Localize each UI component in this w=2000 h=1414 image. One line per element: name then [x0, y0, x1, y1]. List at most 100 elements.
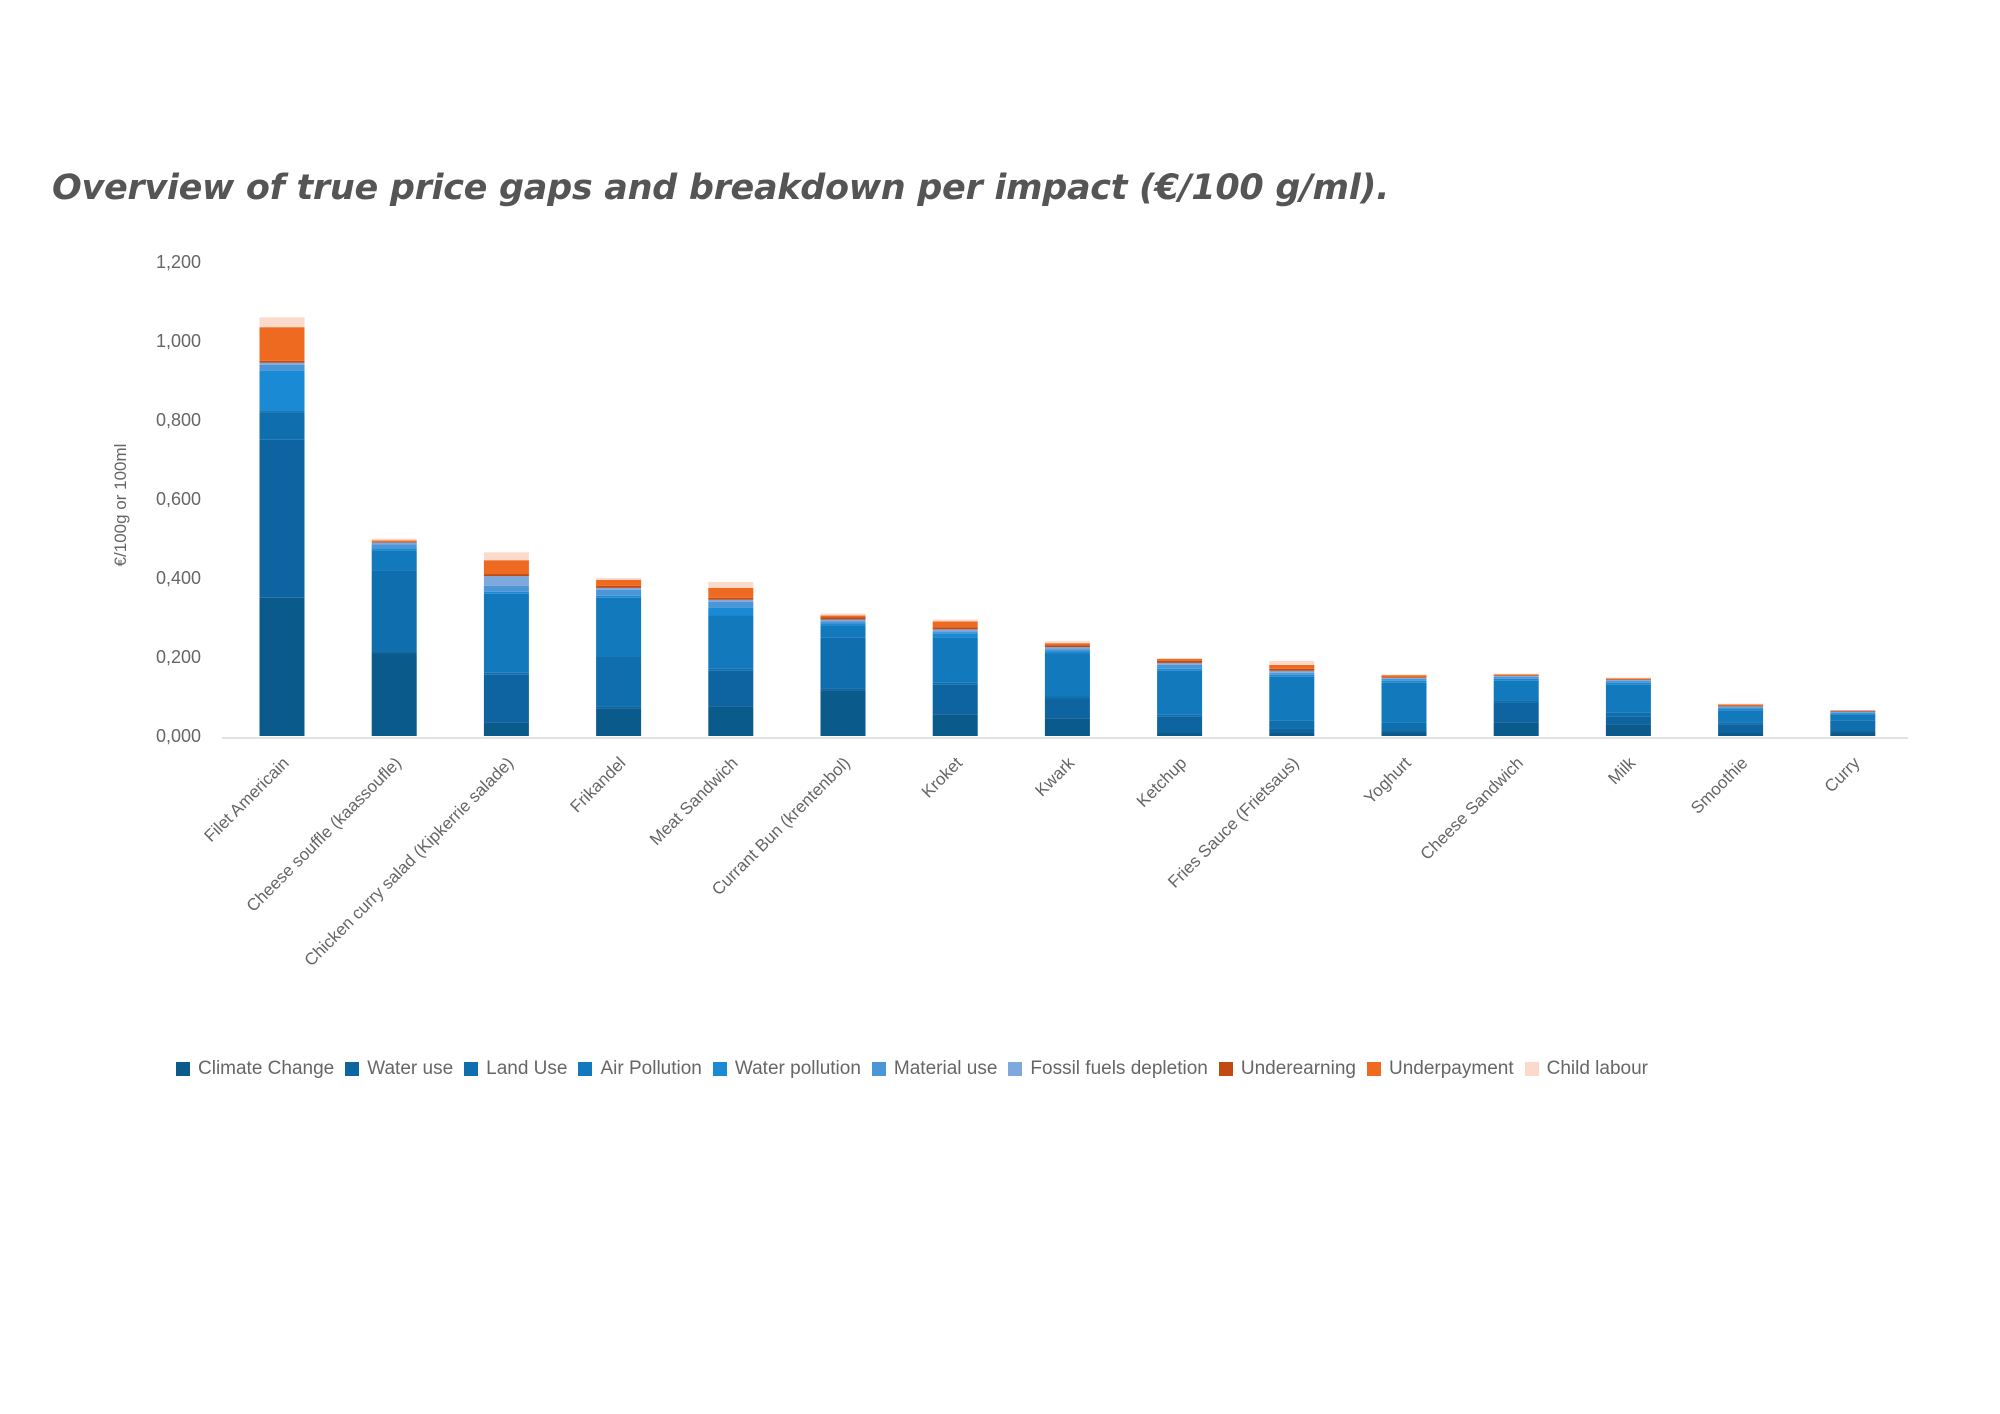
bar-segment: Milk — Air Pollution [1605, 684, 1651, 713]
bar-segment: Milk — Material use [1605, 680, 1651, 683]
bar-stacks: Filet Americain — Climate ChangeFilet Am… [259, 317, 1876, 736]
bar-segment: Chicken curry salad (Kipkerrie salade) —… [483, 576, 529, 586]
bar-segment: Fries Sauce (Frietsaus) — Material use [1269, 672, 1315, 675]
bar-segment: Milk — Water use [1605, 716, 1651, 725]
bar-segment: Kwark — Material use [1044, 649, 1090, 652]
legend-swatch [464, 1062, 479, 1076]
legend-label: Child labour [1546, 1058, 1649, 1079]
legend-label: Air Pollution [600, 1058, 702, 1079]
bar-segment: Milk — Land Use [1605, 712, 1651, 717]
bar-segment: Cheese Sandwich — Water pollution [1493, 678, 1539, 681]
bar-segment: Fries Sauce (Frietsaus) — Water use [1269, 728, 1315, 733]
x-tick-label: Milk [1604, 753, 1639, 788]
legend-swatch [345, 1062, 360, 1076]
bar-segment: Kroket — Climate Change [932, 714, 978, 736]
bar-segment: Frikandel — Water pollution [596, 595, 642, 598]
bar-segment: Fries Sauce (Frietsaus) — Land Use [1269, 720, 1315, 729]
bar-segment: Meat Sandwich — Water pollution [708, 607, 754, 616]
bar-segment: Chicken curry salad (Kipkerrie salade) —… [483, 672, 529, 675]
y-tick-label: 1,000 [156, 331, 201, 351]
bar-segment: Cheese Sandwich — Land Use [1493, 700, 1539, 703]
legend-item: Water use [345, 1058, 453, 1080]
bar-segment: Fries Sauce (Frietsaus) — Underearning [1269, 668, 1315, 671]
legend-label: Climate Change [198, 1058, 335, 1079]
bar-segment: Ketchup — Water pollution [1157, 668, 1203, 671]
bar-segment: Cheese Sandwich — Climate Change [1493, 722, 1539, 736]
bar-segment: Meat Sandwich — Land Use [708, 668, 754, 671]
bar-segment: Kroket — Underearning [932, 627, 978, 630]
bar-segment: Currant Bun (krentenbol) — Water polluti… [820, 623, 866, 626]
x-tick-label: Frikandel [567, 753, 630, 816]
bar-segment: Milk — Climate Change [1605, 724, 1651, 736]
y-tick-label: 0,200 [156, 647, 201, 667]
bar-segment: Ketchup — Underearning [1157, 660, 1203, 663]
legend-swatch [712, 1062, 727, 1076]
bar-segment: Cheese souffle (kaassoufle) — Material u… [371, 544, 417, 549]
bar-segment: Milk — Fossil fuels depletion [1605, 679, 1651, 681]
y-axis-ticks: 0,000 0,200 0,400 0,600 0,800 1,000 1,200 [156, 252, 201, 746]
x-tick-label: Chicken curry salad (Kipkerrie salade) [301, 753, 518, 970]
y-tick-label: 0,400 [156, 568, 201, 588]
bar-segment: Kwark — Child labour [1044, 641, 1090, 644]
bar-segment: Curry — Underearning [1830, 710, 1876, 712]
bar-segment: Kroket — Water use [932, 684, 978, 715]
bar-segment: Currant Bun (krentenbol) — Climate Chang… [820, 690, 866, 736]
bar-segment: Frikandel — Water use [596, 706, 642, 709]
legend-label: Material use [893, 1058, 998, 1079]
legend-label: Underpayment [1388, 1058, 1514, 1079]
bar-segment: Chicken curry salad (Kipkerrie salade) —… [483, 593, 529, 673]
bar-segment: Frikandel — Land Use [596, 657, 642, 707]
x-tick-label: Fries Sauce (Frietsaus) [1164, 753, 1302, 891]
bar-segment: Milk — Child labour [1605, 677, 1651, 679]
legend-swatch [176, 1062, 190, 1076]
bar-segment: Cheese Sandwich — Fossil fuels depletion [1493, 675, 1539, 677]
bar-segment: Cheese souffle (kaassoufle) — Fossil fue… [371, 542, 417, 545]
bar-segment: Kroket — Child labour [932, 619, 978, 622]
x-tick-label: Kroket [918, 753, 966, 801]
bar-segment: Filet Americain — Land Use [259, 412, 305, 440]
bar-segment: Yoghurt — Climate Change [1381, 732, 1427, 736]
bar-segment: Fries Sauce (Frietsaus) — Air Pollution [1269, 676, 1315, 721]
bar-segment: Cheese souffle (kaassoufle) — Climate Ch… [371, 653, 417, 736]
bar-segment: Curry — Water pollution [1830, 713, 1876, 715]
legend-item: Underpayment [1366, 1058, 1514, 1080]
bar-segment: Curry — Material use [1830, 712, 1876, 714]
bar-segment: Smoothie — Climate Change [1718, 732, 1764, 736]
bar-segment: Filet Americain — Water pollution [259, 370, 305, 411]
bar-segment: Kroket — Underpayment [932, 621, 978, 628]
legend-swatch [578, 1062, 593, 1076]
x-tick-label: Filet Americain [201, 753, 293, 845]
bar-segment: Yoghurt — Material use [1381, 678, 1427, 681]
legend-item: Material use [871, 1058, 998, 1080]
bar-segment: Ketchup — Fossil fuels depletion [1157, 662, 1203, 665]
bar-segment: Smoothie — Land Use [1718, 722, 1764, 725]
bar-segment: Frikandel — Child labour [596, 578, 642, 580]
bar-segment: Currant Bun (krentenbol) — Land Use [820, 637, 866, 689]
bar-segment: Yoghurt — Land Use [1381, 722, 1427, 731]
legend-swatch [1366, 1062, 1381, 1076]
bar-segment: Currant Bun (krentenbol) — Underearning [820, 617, 866, 620]
x-tick-label: Kwark [1031, 753, 1078, 800]
bar-segment: Filet Americain — Underearning [259, 360, 305, 363]
bar-segment: Ketchup — Child labour [1157, 658, 1203, 659]
bar-segment: Curry — Underpayment [1830, 710, 1876, 711]
x-tick-label: Cheese Sandwich [1417, 753, 1527, 863]
bar-segment: Cheese Sandwich — Underpayment [1493, 674, 1539, 676]
bar-segment: Kroket — Land Use [932, 682, 978, 685]
bar-segment: Yoghurt — Underearning [1381, 677, 1427, 678]
legend-swatch [1008, 1062, 1023, 1076]
bar-segment: Kroket — Air Pollution [932, 637, 978, 683]
bar-segment: Chicken curry salad (Kipkerrie salade) —… [483, 591, 529, 594]
bar-segment: Fries Sauce (Frietsaus) — Climate Change [1269, 732, 1315, 736]
bar-segment: Curry — Fossil fuels depletion [1830, 711, 1876, 713]
bar-segment: Cheese souffle (kaassoufle) — Land Use [371, 570, 417, 652]
bar-segment: Cheese souffle (kaassoufle) — Underpayme… [371, 540, 417, 542]
legend-item: Underearning [1218, 1058, 1356, 1080]
bar-segment: Frikandel — Climate Change [596, 708, 642, 736]
bar-segment: Yoghurt — Fossil fuels depletion [1381, 677, 1427, 679]
bar-segment: Kroket — Water pollution [932, 633, 978, 638]
bar-segment: Milk — Water pollution [1605, 682, 1651, 685]
bar-segment: Ketchup — Water use [1157, 716, 1203, 733]
bar-segment: Chicken curry salad (Kipkerrie salade) —… [483, 552, 529, 561]
